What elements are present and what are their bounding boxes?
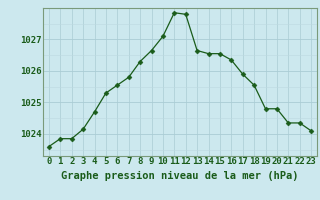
X-axis label: Graphe pression niveau de la mer (hPa): Graphe pression niveau de la mer (hPa) [61,171,299,181]
